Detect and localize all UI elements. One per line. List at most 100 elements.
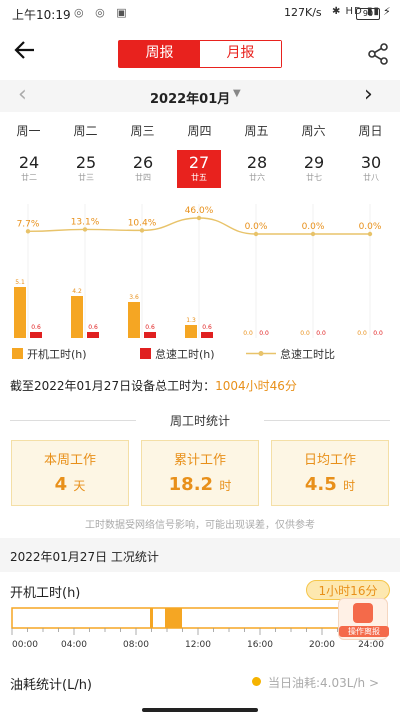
total-hours-summary: 截至2022年01月27日设备总工时为：1004小时46分 — [10, 377, 297, 394]
bar-idle-hours — [201, 332, 213, 338]
ratio-label: 0.0% — [245, 222, 268, 232]
chevron-down-icon[interactable]: ▼ — [233, 88, 241, 99]
prev-month-icon[interactable]: ‹ — [18, 82, 27, 107]
stat-card-value: 4 — [54, 474, 68, 495]
legend-swatch — [140, 348, 151, 359]
ratio-point — [310, 231, 316, 237]
legend-label: 开机工时(h) — [27, 348, 87, 361]
bar-work-label: 5.1 — [15, 279, 25, 286]
status-time: 上午10:19 — [12, 8, 71, 22]
lunar-date: 廿七 — [306, 173, 322, 182]
status-bar: 上午10:19 ◎ ◎ ▣ 127K/s ✱ HD ▮▮ 90 ⚡ — [0, 0, 400, 28]
badge-label: 操作离报 — [339, 626, 389, 637]
day-number: 30 — [360, 153, 382, 172]
weekday-label: 周四 — [187, 124, 212, 138]
stat-card-title: 日均工作 — [303, 453, 356, 468]
bar-idle-label: 0.0 — [373, 330, 383, 337]
next-month-icon[interactable]: › — [364, 82, 373, 107]
legend-label: 怠速工时(h) — [155, 348, 215, 361]
charging-icon: ⚡ — [383, 5, 391, 18]
tab-weekly[interactable]: 周报 — [119, 41, 200, 67]
legend-item: 怠速工时比 — [246, 346, 335, 362]
summary-value: 1004小时46分 — [215, 379, 297, 393]
bar-work-hours — [14, 287, 26, 338]
ratio-label: 10.4% — [128, 218, 157, 228]
lunar-date: 廿四 — [135, 173, 151, 182]
ratio-point — [82, 227, 88, 232]
report-tabs: 周报 月报 — [118, 40, 282, 68]
bar-work-hours — [185, 325, 197, 338]
ratio-label: 13.1% — [71, 217, 100, 227]
divider — [10, 420, 136, 421]
day-number: 25 — [75, 153, 97, 172]
runtime-timeline: 00:00 04:00 08:00 12:00 16:00 20:00 24:00 — [11, 607, 385, 650]
ratio-point — [139, 228, 145, 233]
tab-monthly[interactable]: 月报 — [200, 41, 281, 67]
fuel-today: 当日油耗:4.03L/h > — [268, 674, 379, 691]
timeline-tick-label: 24:00 — [358, 640, 384, 650]
ratio-point — [253, 231, 259, 237]
timeline-tick-label: 04:00 — [61, 640, 87, 650]
day-cell[interactable]: 25 廿三 — [64, 150, 108, 188]
month-label[interactable]: 2022年01月 — [150, 92, 231, 107]
home-indicator — [142, 708, 258, 712]
day-cell-selected[interactable]: 27 廿五 — [177, 150, 221, 188]
timeline-segment — [150, 608, 153, 628]
day-cell[interactable]: 29 廿七 — [292, 150, 336, 188]
share-icon[interactable] — [366, 42, 390, 66]
ratio-label: 7.7% — [17, 219, 40, 229]
bar-idle-label: 0.6 — [31, 324, 41, 331]
day-cell[interactable]: 28 廿六 — [235, 150, 279, 188]
bar-work-label: 0.0 — [243, 330, 253, 337]
stat-card-unit: 天 — [73, 479, 86, 493]
share-svg — [368, 43, 388, 65]
notification-icons: ◎ ◎ ▣ — [74, 6, 131, 19]
weekday-label: 周五 — [244, 124, 269, 138]
lunar-date: 廿二 — [21, 173, 37, 182]
timeline-tick-label: 00:00 — [12, 640, 38, 650]
weekday-label: 周二 — [73, 124, 98, 138]
day-cell[interactable]: 30 廿八 — [349, 150, 393, 188]
lunar-date: 廿八 — [363, 173, 379, 182]
summary-prefix: 截至2022年01月27日设备总工时为： — [10, 379, 216, 393]
bar-idle-label: 0.0 — [259, 330, 269, 337]
chevron-right-icon: > — [368, 676, 379, 690]
back-arrow-icon[interactable] — [14, 38, 44, 68]
legend-line-icon — [246, 351, 276, 356]
fuel-today-value: 当日油耗:4.03L/h — [268, 676, 366, 690]
stat-card-unit: 时 — [343, 479, 356, 493]
weekly-hours-chart: 5.1 0.6 4.2 0.6 3.6 0.6 1.3 0.6 0.0 0.0 0.0 0.0 0.0 0… — [14, 204, 383, 338]
legend-swatch — [12, 348, 23, 359]
month-selector-bar — [0, 80, 400, 112]
bar-work-label: 0.0 — [357, 330, 367, 337]
bar-work-label: 3.6 — [129, 294, 139, 301]
timeline-tick-label: 20:00 — [309, 640, 335, 650]
ratio-point — [367, 231, 373, 237]
timeline-track — [11, 607, 385, 629]
report-icon — [353, 603, 373, 623]
lunar-date: 廿五 — [191, 173, 207, 182]
stat-card-title: 本周工作 — [43, 453, 96, 468]
day-cell[interactable]: 26 廿四 — [121, 150, 165, 188]
bar-idle-label: 0.0 — [316, 330, 326, 337]
weekday-label: 周六 — [301, 124, 326, 138]
bar-idle-label: 0.6 — [202, 324, 212, 331]
stat-card-value: 4.5 — [304, 474, 337, 495]
day-cell[interactable]: 24 廿二 — [7, 150, 51, 188]
day-number: 27 — [188, 153, 210, 172]
stat-card-work-days: 本周工作 4 天 — [11, 440, 129, 506]
ratio-label: 0.0% — [359, 222, 382, 232]
day-number: 24 — [18, 153, 40, 172]
weekday-label: 周三 — [130, 124, 155, 138]
legend-item: 怠速工时(h) — [140, 346, 215, 362]
legend-label: 怠速工时比 — [280, 348, 335, 361]
fuel-label: 油耗统计(L/h) — [10, 678, 93, 693]
stat-card-unit: 时 — [219, 479, 232, 493]
bar-work-hours — [128, 302, 140, 338]
operation-report-badge[interactable]: 操作离报 — [338, 598, 389, 640]
signal-icons: ✱ HD ▮▮ — [332, 6, 380, 17]
bar-work-label: 4.2 — [72, 288, 82, 295]
ratio-label: 46.0% — [185, 206, 214, 216]
back-arrow-svg — [14, 41, 34, 59]
